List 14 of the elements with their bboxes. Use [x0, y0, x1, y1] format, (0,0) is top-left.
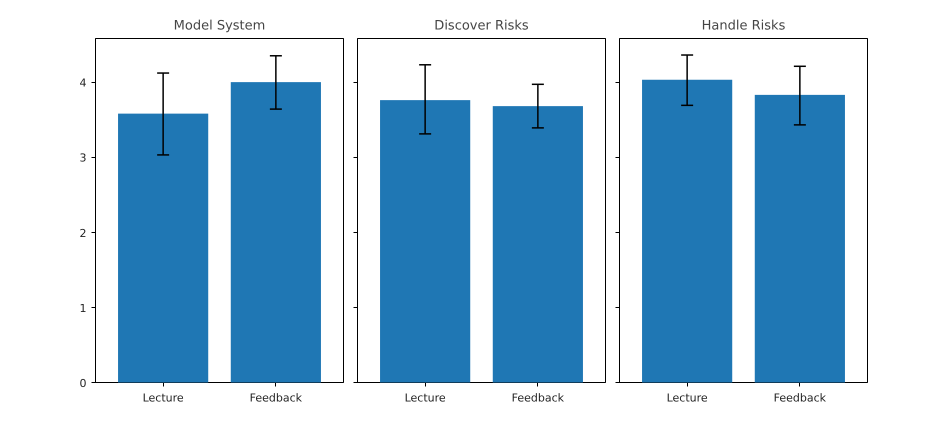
y-tick-label: 0 [80, 377, 86, 390]
y-tick-label: 3 [80, 152, 86, 165]
x-tick-label: Feedback [250, 392, 303, 404]
y-tick-label: 2 [80, 226, 86, 240]
chart-title: Model System [174, 18, 266, 34]
x-tick-label: Lecture [404, 392, 446, 404]
y-tick-label: 1 [80, 302, 86, 315]
x-tick-label: Lecture [666, 392, 708, 404]
x-tick-label: Lecture [142, 392, 184, 404]
chart-title: Handle Risks [702, 18, 786, 34]
chart-title: Discover Risks [434, 18, 529, 34]
x-tick-label: Feedback [774, 392, 827, 404]
y-tick-label: 4 [80, 76, 86, 90]
x-tick-label: Feedback [512, 392, 565, 404]
